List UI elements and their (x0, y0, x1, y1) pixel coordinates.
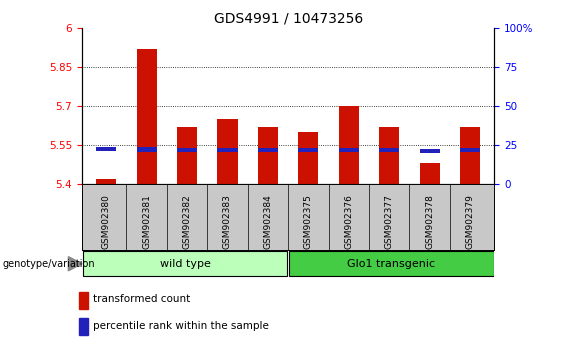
Bar (82, 251, 288, 276)
Bar (460, 148, 480, 153)
Text: Glo1 transgenic: Glo1 transgenic (347, 259, 435, 269)
Polygon shape (68, 257, 82, 271)
Text: GSM902377: GSM902377 (385, 194, 394, 249)
Bar (137, 148, 157, 152)
Bar (137, 49, 157, 184)
Text: GSM902382: GSM902382 (182, 194, 192, 249)
Bar (218, 119, 238, 184)
Bar (218, 148, 238, 153)
Text: GSM902383: GSM902383 (223, 194, 232, 249)
Bar (460, 127, 480, 184)
Bar (298, 148, 319, 153)
Text: GSM902384: GSM902384 (263, 194, 272, 249)
Text: wild type: wild type (159, 259, 211, 269)
Bar (379, 127, 399, 184)
Bar (96, 147, 116, 151)
Text: GSM902376: GSM902376 (344, 194, 353, 249)
Bar (177, 127, 197, 184)
Bar (96, 179, 116, 184)
Bar (177, 148, 197, 153)
Bar (289, 251, 494, 276)
Text: GSM902375: GSM902375 (304, 194, 313, 249)
Text: genotype/variation: genotype/variation (3, 259, 95, 269)
Text: GSM902379: GSM902379 (466, 194, 475, 249)
Bar (258, 127, 278, 184)
Bar (338, 106, 359, 184)
Bar (338, 148, 359, 153)
Bar (379, 148, 399, 153)
Text: GSM902380: GSM902380 (102, 194, 111, 249)
Text: percentile rank within the sample: percentile rank within the sample (93, 321, 268, 331)
Bar (420, 163, 440, 184)
Bar (79, 318, 88, 335)
Bar (298, 132, 319, 184)
Text: GSM902378: GSM902378 (425, 194, 434, 249)
Text: transformed count: transformed count (93, 294, 190, 304)
Bar (420, 149, 440, 153)
Text: GSM902381: GSM902381 (142, 194, 151, 249)
Title: GDS4991 / 10473256: GDS4991 / 10473256 (214, 12, 363, 26)
Bar (79, 292, 88, 309)
Bar (258, 148, 278, 153)
